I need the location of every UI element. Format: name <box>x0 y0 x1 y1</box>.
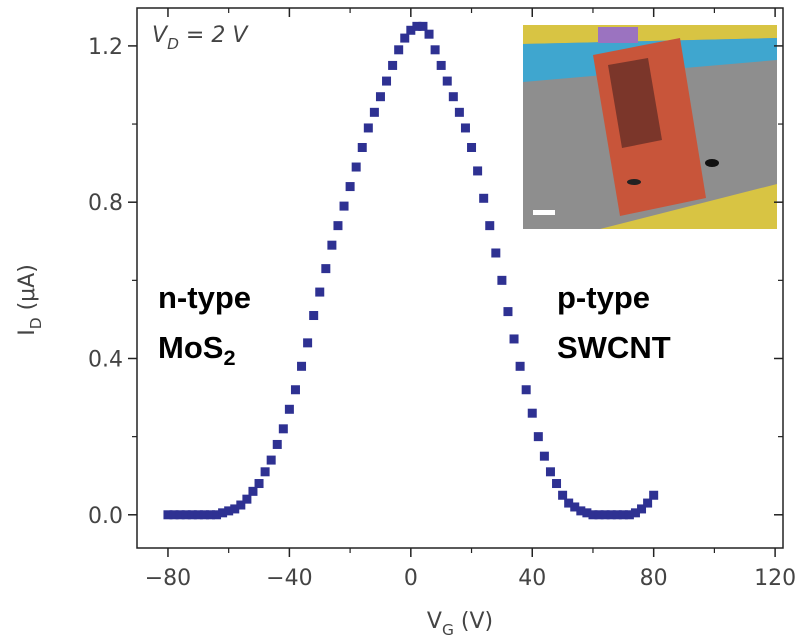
data-point <box>461 123 470 132</box>
data-point <box>327 241 336 250</box>
inset-micrograph <box>523 25 777 229</box>
y-tick-label: 0.0 <box>88 504 123 529</box>
y-axis-label-rest: (μA) <box>15 264 40 317</box>
data-point <box>358 143 367 152</box>
data-point <box>455 108 464 117</box>
y-tick-label: 0.8 <box>88 191 123 216</box>
data-point <box>370 108 379 117</box>
data-point <box>443 77 452 86</box>
data-point <box>431 45 440 54</box>
x-axis-label-rest: (V) <box>454 609 493 634</box>
y-tick-label: 1.2 <box>88 35 123 60</box>
annotation: VD = 2 V <box>152 23 249 53</box>
data-point <box>649 491 658 500</box>
data-point <box>273 440 282 449</box>
y-axis-label: ID (μA) <box>15 264 45 336</box>
data-point <box>485 221 494 230</box>
data-point <box>315 288 324 297</box>
data-point <box>528 409 537 418</box>
x-axis-label-sub: G <box>442 621 454 639</box>
region-label: SWCNT <box>557 330 671 365</box>
data-point <box>242 495 251 504</box>
data-point <box>267 456 276 465</box>
data-point <box>425 30 434 39</box>
data-point <box>297 362 306 371</box>
data-point <box>479 194 488 203</box>
data-point <box>382 77 391 86</box>
y-axis-label-sub: D <box>27 317 45 329</box>
data-point <box>279 424 288 433</box>
data-point <box>309 311 318 320</box>
x-tick-label: 40 <box>518 566 546 591</box>
region-label: p-type <box>557 280 650 315</box>
data-point <box>643 499 652 508</box>
data-point <box>546 467 555 476</box>
data-point <box>255 479 264 488</box>
data-point <box>388 61 397 70</box>
data-point <box>376 92 385 101</box>
region-label-part: p-type <box>557 280 650 315</box>
inset-scale-bar <box>533 210 555 215</box>
data-point <box>449 92 458 101</box>
data-point <box>248 487 257 496</box>
data-point <box>552 479 561 488</box>
annotation-sub: D <box>167 35 179 53</box>
data-point <box>291 385 300 394</box>
region-label-main: MoS <box>158 330 223 365</box>
data-point <box>534 432 543 441</box>
inset-contact <box>598 27 638 43</box>
region-label-part: SWCNT <box>557 330 671 365</box>
data-point <box>540 452 549 461</box>
data-point <box>321 264 330 273</box>
y-tick-label: 0.4 <box>88 347 123 372</box>
annotation-rest: = 2 V <box>179 23 249 48</box>
region-label: n-type <box>158 280 251 315</box>
data-point <box>558 491 567 500</box>
data-point <box>473 166 482 175</box>
data-point <box>303 338 312 347</box>
data-point <box>352 163 361 172</box>
data-point <box>400 34 409 43</box>
chart: −80−40040801200.00.40.81.2VD = 2 VVG (V)… <box>0 0 811 644</box>
x-axis-label-main: V <box>427 609 442 634</box>
data-point <box>333 221 342 230</box>
data-point <box>418 22 427 31</box>
data-point <box>394 45 403 54</box>
data-point <box>497 276 506 285</box>
data-point <box>261 467 270 476</box>
x-tick-label: 120 <box>754 566 796 591</box>
x-axis-label: VG (V) <box>427 609 493 639</box>
x-tick-label: 80 <box>640 566 668 591</box>
data-point <box>340 202 349 211</box>
data-point <box>437 61 446 70</box>
data-point <box>467 143 476 152</box>
data-point <box>491 248 500 257</box>
inset-spot <box>627 179 641 185</box>
data-point <box>516 362 525 371</box>
region-label-sub: 2 <box>223 345 235 370</box>
region-label-part: n-type <box>158 280 251 315</box>
data-point <box>285 405 294 414</box>
data-point <box>522 385 531 394</box>
inset-spot <box>705 159 719 167</box>
x-tick-label: −80 <box>145 566 191 591</box>
region-label: MoS2 <box>158 330 236 370</box>
data-point <box>510 334 519 343</box>
x-tick-label: −40 <box>266 566 312 591</box>
data-point <box>503 307 512 316</box>
x-tick-label: 0 <box>404 566 418 591</box>
data-point <box>346 182 355 191</box>
data-point <box>364 123 373 132</box>
